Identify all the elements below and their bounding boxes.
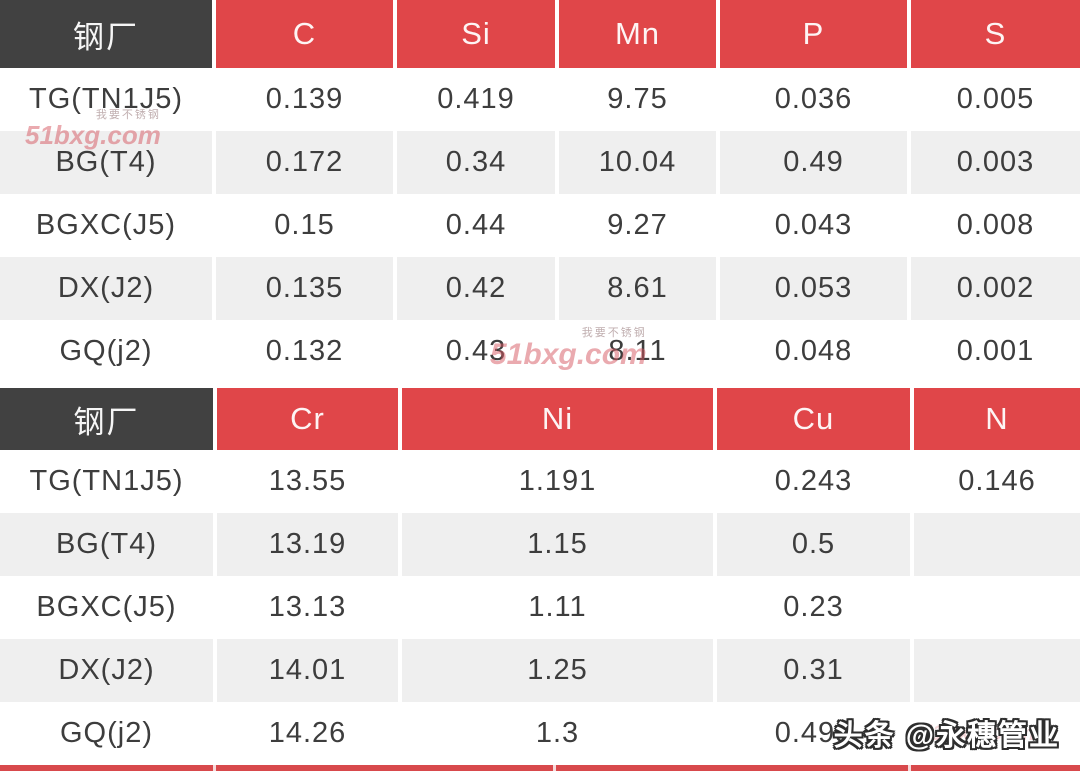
value-cell: 1.3 xyxy=(398,702,713,765)
value-cell: 0.15 xyxy=(212,194,393,257)
table1-header-mill: 钢厂 xyxy=(0,0,212,68)
mill-cell: GQ(j2) xyxy=(0,320,212,383)
table-row: BGXC(J5) 0.15 0.44 9.27 0.043 0.008 xyxy=(0,194,1080,257)
value-cell: 13.19 xyxy=(213,513,398,576)
table1-header-p: P xyxy=(716,0,907,68)
value-cell: 0.419 xyxy=(393,68,555,131)
value-cell: 0.005 xyxy=(907,68,1080,131)
value-cell: 9.27 xyxy=(555,194,716,257)
value-cell: 1.15 xyxy=(398,513,713,576)
table2-header-cr: Cr xyxy=(213,388,398,450)
table-row: DX(J2) 14.01 1.25 0.31 xyxy=(0,639,1080,702)
table1-header-si: Si xyxy=(393,0,555,68)
cutoff-header-strip xyxy=(0,765,1080,771)
value-cell: 0.146 xyxy=(910,450,1080,513)
value-cell: 0.43 xyxy=(393,320,555,383)
table1-header-row: 钢厂 C Si Mn P S xyxy=(0,0,1080,68)
value-cell xyxy=(910,513,1080,576)
value-cell: 14.01 xyxy=(213,639,398,702)
table-row: BGXC(J5) 13.13 1.11 0.23 xyxy=(0,576,1080,639)
value-cell: 0.048 xyxy=(716,320,907,383)
table2-header-ni: Ni xyxy=(398,388,713,450)
table1-header-s: S xyxy=(907,0,1080,68)
value-cell xyxy=(910,576,1080,639)
value-cell xyxy=(910,702,1080,765)
mill-cell: BG(T4) xyxy=(0,131,212,194)
value-cell: 0.42 xyxy=(393,257,555,320)
value-cell: 0.49 xyxy=(716,131,907,194)
value-cell: 0.44 xyxy=(393,194,555,257)
value-cell: 1.191 xyxy=(398,450,713,513)
value-cell: 0.003 xyxy=(907,131,1080,194)
table1-header-mn: Mn xyxy=(555,0,716,68)
value-cell: 0.036 xyxy=(716,68,907,131)
toutiao-byline-watermark: 头条 @永穗管业 xyxy=(833,720,1060,752)
mill-cell: TG(TN1J5) xyxy=(0,68,212,131)
value-cell: 0.001 xyxy=(907,320,1080,383)
value-cell: 13.55 xyxy=(213,450,398,513)
table2-header-mill: 钢厂 xyxy=(0,388,213,450)
value-cell: 1.11 xyxy=(398,576,713,639)
value-cell: 0.132 xyxy=(212,320,393,383)
value-cell: 0.008 xyxy=(907,194,1080,257)
mill-cell: BGXC(J5) xyxy=(0,576,213,639)
value-cell: 0.495 xyxy=(713,702,910,765)
value-cell: 8.61 xyxy=(555,257,716,320)
table-row: TG(TN1J5) 0.139 0.419 9.75 0.036 0.005 xyxy=(0,68,1080,131)
table-row: GQ(j2) 0.132 0.43 8.11 0.048 0.001 xyxy=(0,320,1080,383)
table2-header-row: 钢厂 Cr Ni Cu N xyxy=(0,388,1080,450)
mill-cell: TG(TN1J5) xyxy=(0,450,213,513)
table2-header-n: N xyxy=(910,388,1080,450)
value-cell: 9.75 xyxy=(555,68,716,131)
mill-cell: BG(T4) xyxy=(0,513,213,576)
value-cell: 0.34 xyxy=(393,131,555,194)
strip-separator xyxy=(908,765,911,771)
table-row: BG(T4) 0.172 0.34 10.04 0.49 0.003 xyxy=(0,131,1080,194)
mill-cell: DX(J2) xyxy=(0,639,213,702)
table2-header-cu: Cu xyxy=(713,388,910,450)
table1-header-c: C xyxy=(212,0,393,68)
mill-cell: DX(J2) xyxy=(0,257,212,320)
value-cell: 0.243 xyxy=(713,450,910,513)
value-cell: 14.26 xyxy=(213,702,398,765)
value-cell: 0.23 xyxy=(713,576,910,639)
table-row: BG(T4) 13.19 1.15 0.5 xyxy=(0,513,1080,576)
value-cell: 13.13 xyxy=(213,576,398,639)
strip-separator xyxy=(213,765,216,771)
value-cell: 0.002 xyxy=(907,257,1080,320)
mill-cell: BGXC(J5) xyxy=(0,194,212,257)
table-2: 钢厂 Cr Ni Cu N TG(TN1J5) 13.55 1.191 0.24… xyxy=(0,388,1080,765)
value-cell: 0.139 xyxy=(212,68,393,131)
table-1: 钢厂 C Si Mn P S TG(TN1J5) 0.139 0.419 9.7… xyxy=(0,0,1080,383)
table-row: TG(TN1J5) 13.55 1.191 0.243 0.146 xyxy=(0,450,1080,513)
strip-separator xyxy=(553,765,556,771)
value-cell: 0.043 xyxy=(716,194,907,257)
table-row: GQ(j2) 14.26 1.3 0.495 xyxy=(0,702,1080,765)
value-cell: 10.04 xyxy=(555,131,716,194)
value-cell: 0.5 xyxy=(713,513,910,576)
table-row: DX(J2) 0.135 0.42 8.61 0.053 0.002 xyxy=(0,257,1080,320)
value-cell: 0.053 xyxy=(716,257,907,320)
mill-cell: GQ(j2) xyxy=(0,702,213,765)
value-cell: 1.25 xyxy=(398,639,713,702)
value-cell: 0.135 xyxy=(212,257,393,320)
value-cell: 8.11 xyxy=(555,320,716,383)
value-cell: 0.172 xyxy=(212,131,393,194)
value-cell xyxy=(910,639,1080,702)
value-cell: 0.31 xyxy=(713,639,910,702)
